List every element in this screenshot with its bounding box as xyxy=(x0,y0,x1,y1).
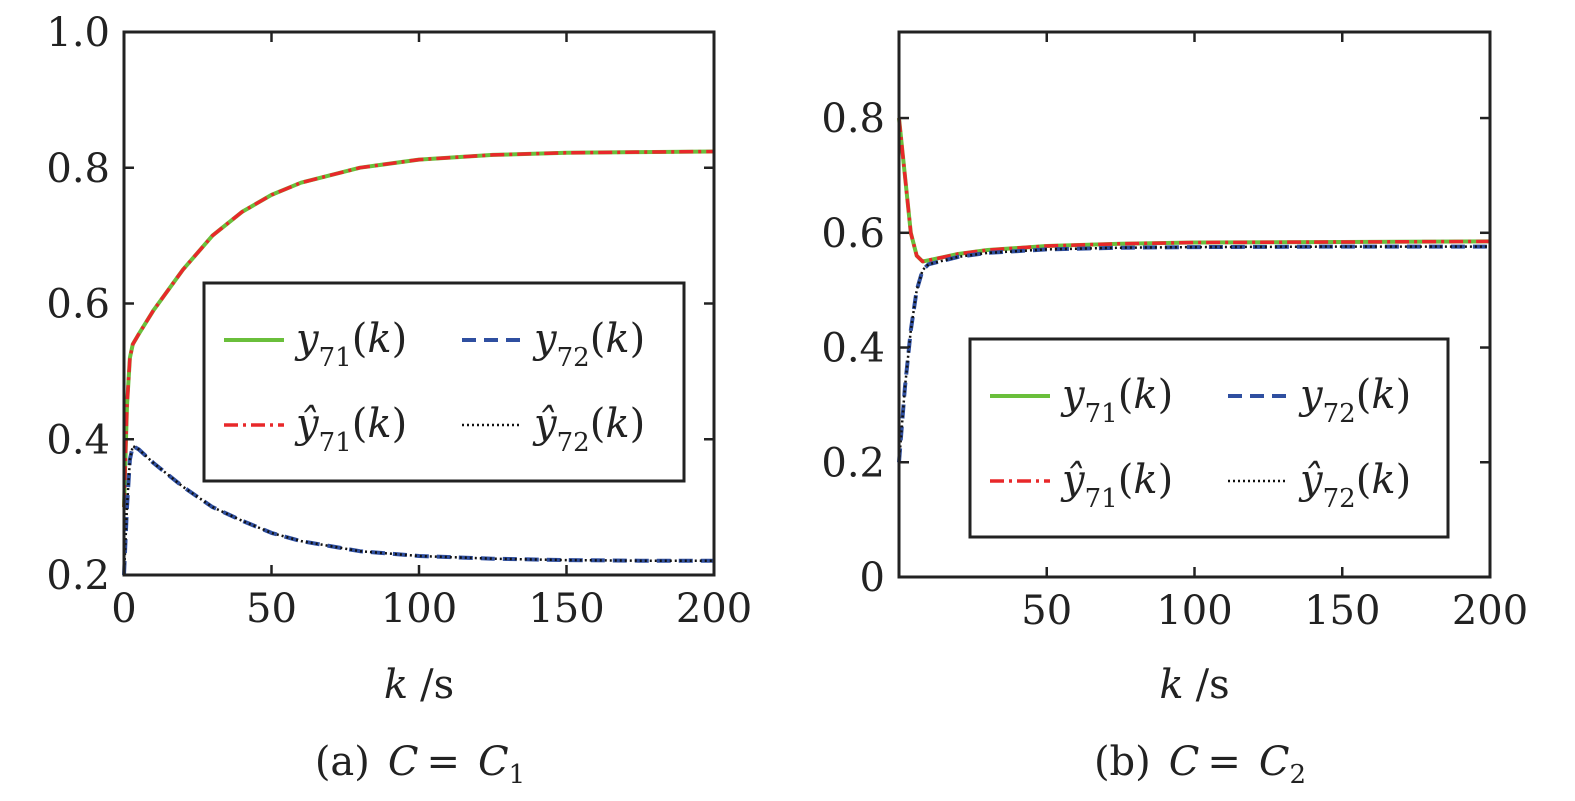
caption-tag: (a) xyxy=(315,739,370,785)
y-tick-label: 0.6 xyxy=(821,211,885,257)
legend-arg-var: k xyxy=(1371,457,1395,503)
legend-arg-var: k xyxy=(1371,372,1395,418)
legend-symbol: y xyxy=(1298,372,1324,418)
legend-arg-close: ) xyxy=(630,401,646,447)
legend-subscript: 72 xyxy=(1323,399,1356,429)
legend-arg: ( xyxy=(1118,457,1134,503)
x-axis-label: k/s xyxy=(384,662,454,708)
y-tick-label: 0.8 xyxy=(46,146,110,192)
legend-label: ŷ71(k) xyxy=(294,401,407,458)
y-tick-label: 0.6 xyxy=(46,282,110,328)
x-tick-label: 100 xyxy=(381,586,457,632)
legend-subscript: 71 xyxy=(319,343,352,373)
x-axis-var: k xyxy=(384,662,408,708)
legend-subscript: 72 xyxy=(557,428,590,458)
x-axis-label: k/s xyxy=(1159,662,1229,708)
x-tick-label: 100 xyxy=(1156,588,1232,634)
caption-rhs: C xyxy=(478,739,509,785)
y-tick-label: 0.4 xyxy=(46,417,110,463)
legend-subscript: 71 xyxy=(319,428,352,458)
y-tick-label: 0.2 xyxy=(821,440,885,486)
legend-arg: ( xyxy=(352,316,368,362)
x-tick-label: 0 xyxy=(111,586,136,632)
caption-eq: = xyxy=(427,739,461,785)
legend-label: y71(k) xyxy=(1060,372,1173,429)
y-tick-label: 1.0 xyxy=(46,10,110,56)
legend-arg-var: k xyxy=(605,401,629,447)
x-tick-label: 50 xyxy=(1021,588,1072,634)
legend-arg-close: ) xyxy=(1396,457,1412,503)
legend-arg-close: ) xyxy=(1396,372,1412,418)
legend-arg: ( xyxy=(590,316,606,362)
x-tick-label: 200 xyxy=(676,586,752,632)
x-tick-label: 50 xyxy=(246,586,297,632)
legend-subscript: 72 xyxy=(1323,484,1356,514)
legend-arg: ( xyxy=(1118,372,1134,418)
legend-arg-var: k xyxy=(367,401,391,447)
y-tick-label: 0.8 xyxy=(821,96,885,142)
series-line-71-estimate xyxy=(122,149,715,508)
panel-caption: (b) C = C2 xyxy=(1094,739,1306,790)
legend-subscript: 71 xyxy=(1085,399,1118,429)
legend-arg: ( xyxy=(1356,372,1372,418)
x-axis-unit: /s xyxy=(420,662,454,708)
legend-arg-close: ) xyxy=(1158,372,1174,418)
y-tick-label: 0.2 xyxy=(46,553,110,599)
legend-box xyxy=(202,281,686,483)
legend-symbol: y xyxy=(294,316,320,362)
caption-lhs: C xyxy=(388,739,419,785)
legend-label: ŷ72(k) xyxy=(532,401,645,458)
legend-box xyxy=(968,337,1450,539)
legend-arg-var: k xyxy=(1133,372,1157,418)
caption-tag: (b) xyxy=(1094,739,1151,785)
panel-caption: (a) C = C1 xyxy=(315,739,525,790)
caption-lhs: C xyxy=(1169,739,1200,785)
series-line-72 xyxy=(897,244,1490,463)
legend-arg: ( xyxy=(1356,457,1372,503)
legend: y71(k) y72(k)ŷ71(k) ŷ72(k) xyxy=(968,337,1450,539)
legend-arg: ( xyxy=(590,401,606,447)
legend-symbol: ŷ xyxy=(532,401,558,447)
legend-subscript: 71 xyxy=(1085,484,1118,514)
legend-arg-close: ) xyxy=(1158,457,1174,503)
x-tick-label: 150 xyxy=(1304,588,1380,634)
legend-label: y72(k) xyxy=(532,316,645,373)
legend-arg-var: k xyxy=(605,316,629,362)
legend-subscript: 72 xyxy=(557,343,590,373)
caption-rhs: C xyxy=(1259,739,1290,785)
x-tick-label: 150 xyxy=(528,586,604,632)
legend-symbol: ŷ xyxy=(294,401,320,447)
series-line-71 xyxy=(897,117,1491,264)
legend-arg: ( xyxy=(352,401,368,447)
legend-label: y72(k) xyxy=(1298,372,1411,429)
legend-symbol: ŷ xyxy=(1060,457,1086,503)
legend-symbol: y xyxy=(1060,372,1086,418)
legend-arg-close: ) xyxy=(392,316,408,362)
legend-label: ŷ71(k) xyxy=(1060,457,1173,514)
legend-arg-var: k xyxy=(367,316,391,362)
series-line-71-estimate xyxy=(897,117,1491,264)
caption-rhs-sub: 2 xyxy=(1290,760,1307,790)
legend-symbol: y xyxy=(532,316,558,362)
legend-arg-close: ) xyxy=(630,316,646,362)
legend: y71(k) y72(k)ŷ71(k) ŷ72(k) xyxy=(202,281,686,483)
caption-eq: = xyxy=(1207,739,1241,785)
x-tick-label: 200 xyxy=(1452,588,1528,634)
legend-label: y71(k) xyxy=(294,316,407,373)
y-tick-label: 0.4 xyxy=(821,326,885,372)
legend-arg-close: ) xyxy=(392,401,408,447)
x-axis-var: k xyxy=(1159,662,1183,708)
legend-arg-var: k xyxy=(1133,457,1157,503)
legend-label: ŷ72(k) xyxy=(1298,457,1411,514)
y-tick-label: 0 xyxy=(860,555,885,601)
x-axis-unit: /s xyxy=(1196,662,1230,708)
caption-rhs-sub: 1 xyxy=(509,760,526,790)
legend-symbol: ŷ xyxy=(1298,457,1324,503)
